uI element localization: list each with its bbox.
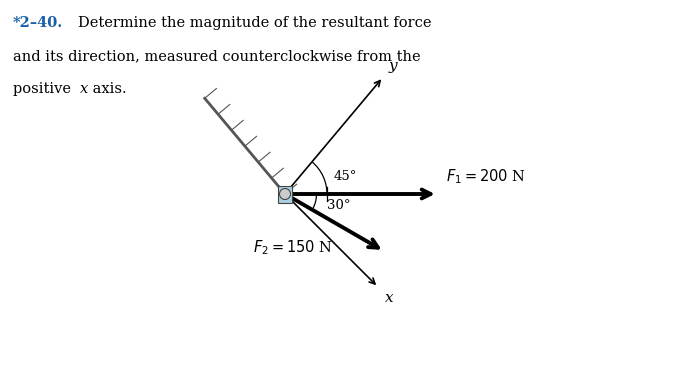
Text: axis.: axis. [88,82,126,96]
Text: y: y [388,59,397,73]
Text: 30°: 30° [327,199,350,212]
Text: *2–40.: *2–40. [13,16,63,30]
Text: positive: positive [13,82,76,96]
Text: and its direction, measured counterclockwise from the: and its direction, measured counterclock… [13,49,421,63]
Text: Determine the magnitude of the resultant force: Determine the magnitude of the resultant… [78,16,432,30]
Circle shape [280,188,291,199]
Text: x: x [80,82,88,96]
Polygon shape [278,186,292,202]
Text: $F_1 = 200$ N: $F_1 = 200$ N [446,167,526,186]
Text: 45°: 45° [334,170,357,183]
Text: x: x [385,291,394,305]
Text: $F_2 = 150$ N: $F_2 = 150$ N [253,238,333,257]
